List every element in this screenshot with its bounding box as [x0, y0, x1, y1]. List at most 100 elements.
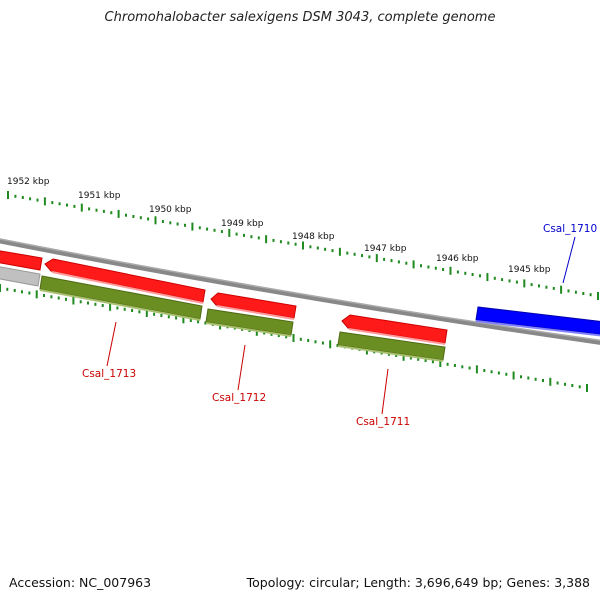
- major-tick: [7, 191, 9, 199]
- minor-tick: [368, 255, 371, 259]
- scale-label-1950: 1950 kbp: [149, 205, 192, 215]
- minor-tick: [66, 203, 68, 207]
- minor-tick: [147, 217, 150, 221]
- major-tick: [145, 309, 148, 317]
- major-tick: [512, 371, 515, 380]
- minor-tick: [520, 375, 522, 379]
- minor-tick: [468, 366, 471, 370]
- minor-tick: [556, 381, 559, 385]
- major-tick: [117, 209, 120, 218]
- minor-tick: [58, 202, 61, 206]
- minor-tick: [139, 216, 142, 220]
- minor-tick: [336, 344, 339, 347]
- major-tick: [265, 235, 268, 244]
- minor-tick: [169, 221, 172, 225]
- minor-tick: [456, 270, 459, 274]
- minor-tick: [160, 314, 163, 317]
- minor-tick: [471, 273, 474, 276]
- minor-tick: [409, 356, 412, 360]
- minor-tick: [43, 294, 45, 297]
- major-tick: [35, 290, 38, 299]
- minor-tick: [257, 236, 260, 240]
- minor-tick: [125, 213, 127, 217]
- minor-tick: [277, 334, 280, 337]
- outer-scale-ticks: [7, 191, 599, 300]
- major-tick: [329, 340, 332, 349]
- major-tick: [439, 359, 442, 367]
- minor-tick: [131, 309, 134, 312]
- minor-tick: [138, 310, 141, 314]
- minor-tick: [250, 235, 253, 239]
- genome-summary-text: Topology: circular; Length: 3,696,649 bp…: [246, 575, 590, 590]
- label-csal-1712: Csal_1712: [212, 392, 266, 404]
- forward-cds-features: [475, 306, 600, 337]
- scale-label-1951: 1951 kbp: [78, 191, 121, 201]
- minor-tick: [574, 290, 577, 294]
- major-tick: [154, 216, 157, 225]
- minor-tick: [395, 354, 398, 357]
- genome-title: Chromohalobacter salexigens DSM 3043, co…: [104, 10, 496, 25]
- major-tick: [191, 222, 194, 231]
- major-tick: [523, 279, 526, 288]
- minor-tick: [14, 194, 17, 198]
- minor-tick: [79, 300, 82, 304]
- minor-tick: [95, 208, 98, 212]
- major-tick: [402, 352, 405, 361]
- label-csal-1713: Csal_1713: [82, 368, 136, 380]
- minor-tick: [28, 291, 31, 295]
- gene-features: [0, 266, 446, 362]
- minor-tick: [279, 240, 282, 244]
- minor-tick: [213, 228, 216, 232]
- major-tick: [109, 302, 112, 311]
- minor-tick: [427, 265, 430, 269]
- minor-tick: [321, 341, 324, 345]
- major-tick: [549, 377, 552, 386]
- cds-arrow-partial: [0, 250, 43, 271]
- minor-tick: [582, 292, 585, 295]
- minor-tick: [534, 377, 537, 381]
- gene-bar-partial: [0, 266, 41, 287]
- major-tick: [486, 273, 489, 282]
- minor-tick: [527, 376, 530, 380]
- minor-tick: [36, 198, 39, 202]
- minor-tick: [94, 302, 97, 306]
- minor-tick: [564, 382, 566, 386]
- minor-tick: [197, 320, 200, 324]
- minor-tick: [571, 384, 574, 387]
- minor-tick: [153, 312, 156, 316]
- minor-tick: [508, 279, 511, 283]
- minor-tick: [175, 316, 178, 320]
- minor-tick: [442, 268, 445, 271]
- minor-tick: [29, 197, 32, 201]
- minor-tick: [446, 362, 449, 366]
- accession-text: Accession: NC_007963: [9, 575, 152, 590]
- scale-label-1952: 1952 kbp: [7, 177, 50, 187]
- minor-tick: [505, 372, 508, 376]
- major-tick: [412, 260, 415, 269]
- minor-tick: [189, 319, 192, 322]
- major-tick: [302, 241, 304, 250]
- minor-tick: [21, 196, 24, 199]
- minor-tick: [361, 254, 363, 258]
- minor-tick: [198, 226, 201, 230]
- minor-tick: [331, 249, 334, 253]
- minor-tick: [272, 238, 275, 242]
- major-tick: [0, 284, 1, 292]
- minor-tick: [431, 360, 434, 364]
- minor-tick: [51, 201, 54, 205]
- major-tick: [597, 292, 599, 300]
- minor-tick: [420, 264, 422, 268]
- feature-leaders: [106, 236, 576, 415]
- cds-arrow-csal-1710: [475, 306, 600, 335]
- minor-tick: [424, 359, 427, 362]
- minor-tick: [206, 227, 209, 231]
- major-tick: [338, 247, 341, 256]
- minor-tick: [13, 289, 16, 292]
- minor-tick: [479, 274, 481, 278]
- minor-tick: [314, 340, 317, 344]
- minor-tick: [405, 261, 408, 265]
- minor-tick: [161, 220, 164, 223]
- minor-tick: [132, 215, 135, 218]
- cds-features: [0, 250, 448, 345]
